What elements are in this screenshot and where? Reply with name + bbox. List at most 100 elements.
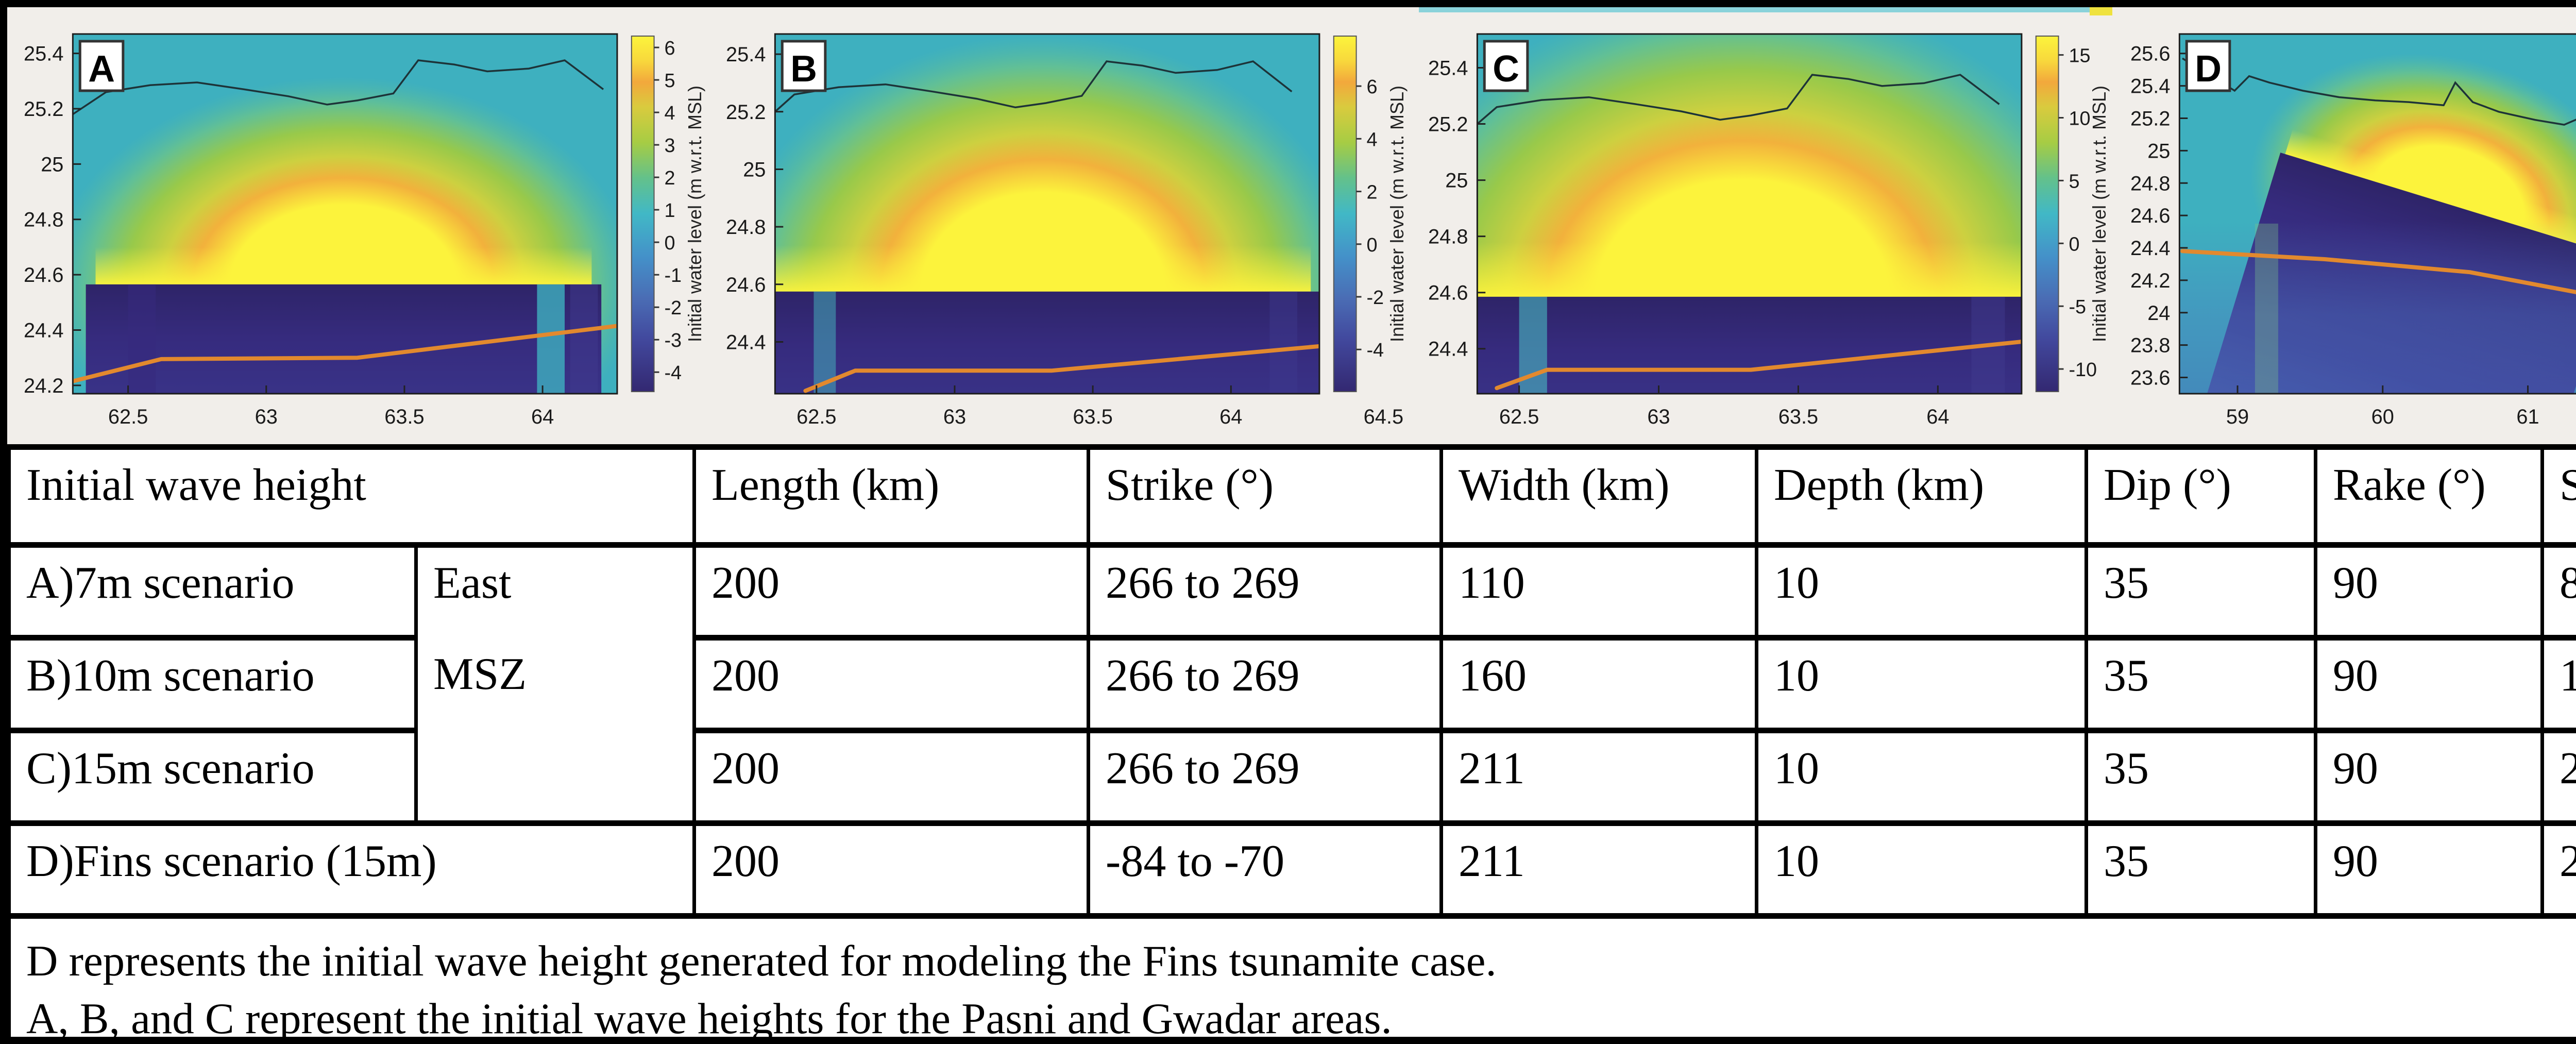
y-tick-label: 25.2 bbox=[726, 101, 766, 124]
y-tick-label: 25.2 bbox=[1428, 113, 1468, 136]
coastline bbox=[775, 60, 1293, 113]
header-initial-wave-height: Initial wave height bbox=[7, 444, 697, 548]
cell-a-rake: 90 bbox=[2314, 542, 2545, 641]
x-tick-label: 63.5 bbox=[384, 406, 424, 428]
cell-c-dip: 35 bbox=[2084, 728, 2318, 826]
colorbar-tick-label: -1 bbox=[664, 265, 682, 287]
cell-b-slip: 10 bbox=[2540, 635, 2576, 733]
cell-d-length: 200 bbox=[692, 820, 1091, 919]
y-tick-label: 25.4 bbox=[2130, 75, 2170, 98]
header-strike: Strike (°) bbox=[1087, 444, 1444, 548]
cell-c-strike: 266 to 269 bbox=[1087, 728, 1444, 826]
y-tick-label: 24.8 bbox=[726, 216, 766, 239]
colorbar-tick-label: -3 bbox=[664, 330, 682, 351]
colorbar bbox=[1333, 36, 1357, 392]
panel-letter: B bbox=[790, 48, 817, 90]
cell-a-width: 110 bbox=[1439, 542, 1759, 641]
cell-source-zone: East MSZ bbox=[414, 542, 697, 826]
table-row-c: C)15m scenario 200 266 to 269 211 10 35 … bbox=[7, 728, 2576, 826]
colorbar-tick-label: -10 bbox=[2069, 359, 2097, 381]
fault-trace-line bbox=[73, 324, 617, 383]
source-zone-line2: MSZ bbox=[433, 649, 527, 699]
cell-d-strike: -84 to -70 bbox=[1087, 820, 1444, 919]
x-tick-label: 63 bbox=[255, 406, 278, 428]
cell-b-strike: 266 to 269 bbox=[1087, 635, 1444, 733]
x-tick-label: 62.5 bbox=[108, 406, 148, 428]
colorbar-tick-label: -2 bbox=[664, 297, 682, 319]
plot-box bbox=[72, 33, 618, 395]
y-tick-label: 24.4 bbox=[2130, 237, 2170, 260]
colorbar-axis-label: Initial water level (m w.r.t. MSL) bbox=[2089, 86, 2110, 342]
cell-a-slip: 8 bbox=[2540, 542, 2576, 641]
deformation-field bbox=[775, 34, 1319, 394]
cell-a-length: 200 bbox=[692, 542, 1091, 641]
colorbar-axis-label: Initial water level (m w.r.t. MSL) bbox=[1387, 86, 1408, 342]
table-row-a: A)7m scenario East MSZ 200 266 to 269 11… bbox=[7, 542, 2576, 826]
x-tick-label: 59 bbox=[2226, 406, 2249, 428]
scan-artifact-teal-line bbox=[1419, 7, 2099, 12]
y-tick-label: 23.8 bbox=[2130, 334, 2170, 357]
panel-b: 62.5 63 63.5 64 64.5 25.4 25.2 25 24.8 24.6 24.4 B 6… bbox=[709, 7, 1412, 444]
colorbar bbox=[2035, 36, 2059, 392]
x-tick-label-extra: 64.5 bbox=[1364, 406, 1403, 428]
x-tick-label: 63.5 bbox=[1778, 406, 1818, 428]
y-tick-label: 24.4 bbox=[24, 319, 63, 342]
header-dip: Dip (°) bbox=[2084, 444, 2318, 548]
y-tick-label: 25 bbox=[41, 153, 63, 176]
fault-trace-line bbox=[803, 344, 1319, 393]
header-depth: Depth (km) bbox=[1755, 444, 2089, 548]
colorbar-tick-label: 5 bbox=[2069, 171, 2079, 192]
cell-c-scenario: C)15m scenario bbox=[7, 728, 418, 826]
colorbar-tick-label: 5 bbox=[664, 70, 675, 92]
y-tick-label: 25.2 bbox=[24, 98, 63, 121]
y-tick-label: 25.4 bbox=[1428, 57, 1468, 79]
cell-c-depth: 10 bbox=[1755, 728, 2089, 826]
cell-a-scenario: A)7m scenario bbox=[7, 542, 418, 641]
footnote-1: D represents the initial wave height gen… bbox=[26, 937, 1497, 985]
cell-b-length: 200 bbox=[692, 635, 1091, 733]
y-tick-label: 24.6 bbox=[2130, 205, 2170, 227]
y-tick-label: 24.8 bbox=[24, 209, 63, 231]
header-rake: Rake (°) bbox=[2314, 444, 2545, 548]
header-length: Length (km) bbox=[692, 444, 1091, 548]
colorbar-tick-label: 2 bbox=[664, 167, 675, 189]
x-tick-label: 62.5 bbox=[1499, 406, 1539, 428]
x-tick-label: 63 bbox=[943, 406, 966, 428]
colorbar-tick-label: 0 bbox=[664, 232, 675, 254]
y-tick-label: 25 bbox=[1445, 169, 1468, 192]
x-tick-label: 63.5 bbox=[1073, 406, 1112, 428]
y-tick-label: 25.4 bbox=[726, 43, 766, 66]
panel-letter-box bbox=[2185, 40, 2231, 92]
cell-b-rake: 90 bbox=[2314, 635, 2545, 733]
cell-d-slip: 22 bbox=[2540, 820, 2576, 919]
y-tick-label: 24.4 bbox=[1428, 338, 1468, 361]
panel-letter: C bbox=[1493, 48, 1519, 90]
scan-artifact-yellow-mark bbox=[2090, 7, 2112, 15]
panel-d: 5960616225.625.425.22524.824.624.424.224… bbox=[2114, 7, 2576, 444]
cell-c-length: 200 bbox=[692, 728, 1091, 826]
x-tick-label: 63 bbox=[1647, 406, 1670, 428]
cell-d-depth: 10 bbox=[1755, 820, 2089, 919]
footnote-2: A, B, and C represent the initial wave h… bbox=[26, 995, 1392, 1043]
plot-box bbox=[774, 33, 1320, 395]
y-tick-label: 24.8 bbox=[1428, 226, 1468, 248]
cell-b-depth: 10 bbox=[1755, 635, 2089, 733]
y-tick-label: 25 bbox=[2147, 140, 2170, 162]
cell-d-dip: 35 bbox=[2084, 820, 2318, 919]
table-row-d: D)Fins scenario (15m) 200 -84 to -70 211… bbox=[7, 820, 2576, 919]
coastline bbox=[73, 59, 604, 115]
colorbar-axis-label: Initial water level (m w.r.t. MSL) bbox=[685, 86, 705, 342]
colorbar-tick-label: 6 bbox=[664, 38, 675, 59]
cell-a-depth: 10 bbox=[1755, 542, 2089, 641]
coastline bbox=[2182, 57, 2576, 126]
y-tick-label: 24.6 bbox=[24, 264, 63, 287]
footnotes-cell: D represents the initial wave height gen… bbox=[7, 913, 2576, 1043]
colorbar-tick-label: 10 bbox=[2069, 108, 2090, 129]
y-tick-label: 24.2 bbox=[2130, 270, 2170, 292]
header-width: Width (km) bbox=[1439, 444, 1759, 548]
y-tick-label: 25.2 bbox=[2130, 107, 2170, 130]
panel-letter: D bbox=[2195, 48, 2222, 90]
cell-a-dip: 35 bbox=[2084, 542, 2318, 641]
cell-b-dip: 35 bbox=[2084, 635, 2318, 733]
header-slip: Slip (m) bbox=[2540, 444, 2576, 548]
